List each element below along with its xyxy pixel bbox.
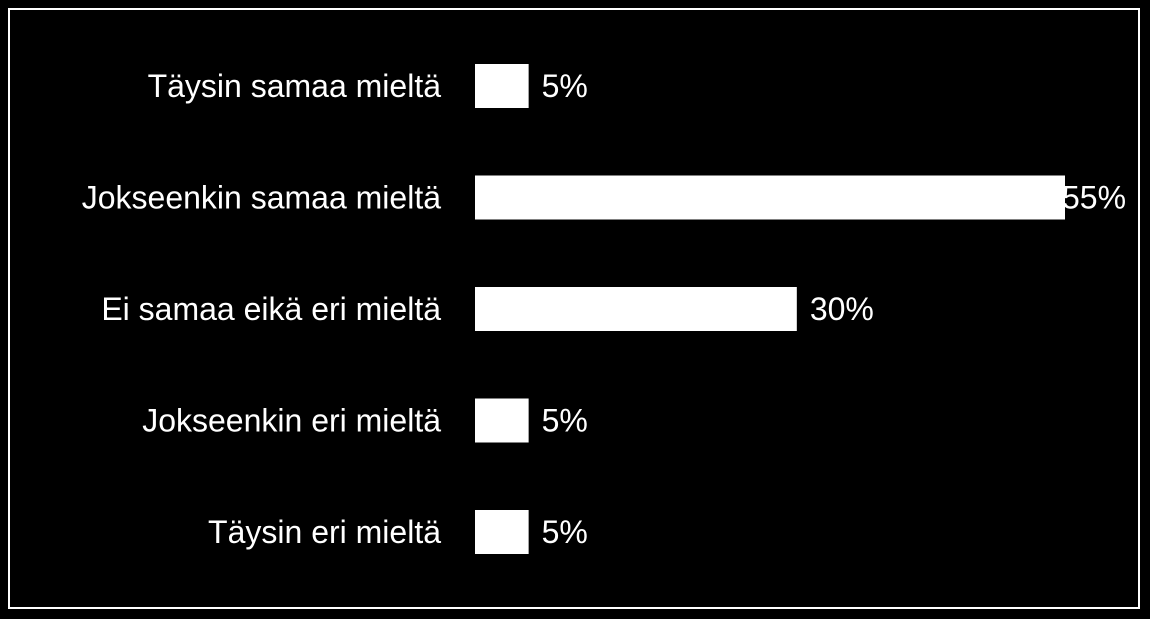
value-labels: 5% 55% 30% 5% 5% — [542, 68, 1126, 550]
bar — [475, 175, 1065, 220]
bars — [475, 64, 1065, 554]
category-label: Ei samaa eikä eri mieltä — [101, 291, 441, 327]
value-label: 55% — [1062, 180, 1126, 216]
bar — [475, 64, 529, 108]
category-label: Jokseenkin samaa mieltä — [82, 180, 441, 216]
chart-frame — [8, 8, 1140, 609]
category-label: Täysin eri mieltä — [208, 514, 441, 550]
value-label: 5% — [542, 514, 588, 550]
value-label: 5% — [542, 403, 588, 439]
category-label: Täysin samaa mieltä — [148, 68, 442, 104]
bar — [475, 287, 797, 331]
category-label: Jokseenkin eri mieltä — [142, 403, 441, 439]
bar — [475, 398, 529, 443]
bar — [475, 510, 529, 554]
value-label: 30% — [810, 291, 874, 327]
category-labels: Täysin samaa mieltä Jokseenkin samaa miel… — [82, 68, 441, 550]
value-label: 5% — [542, 68, 588, 104]
